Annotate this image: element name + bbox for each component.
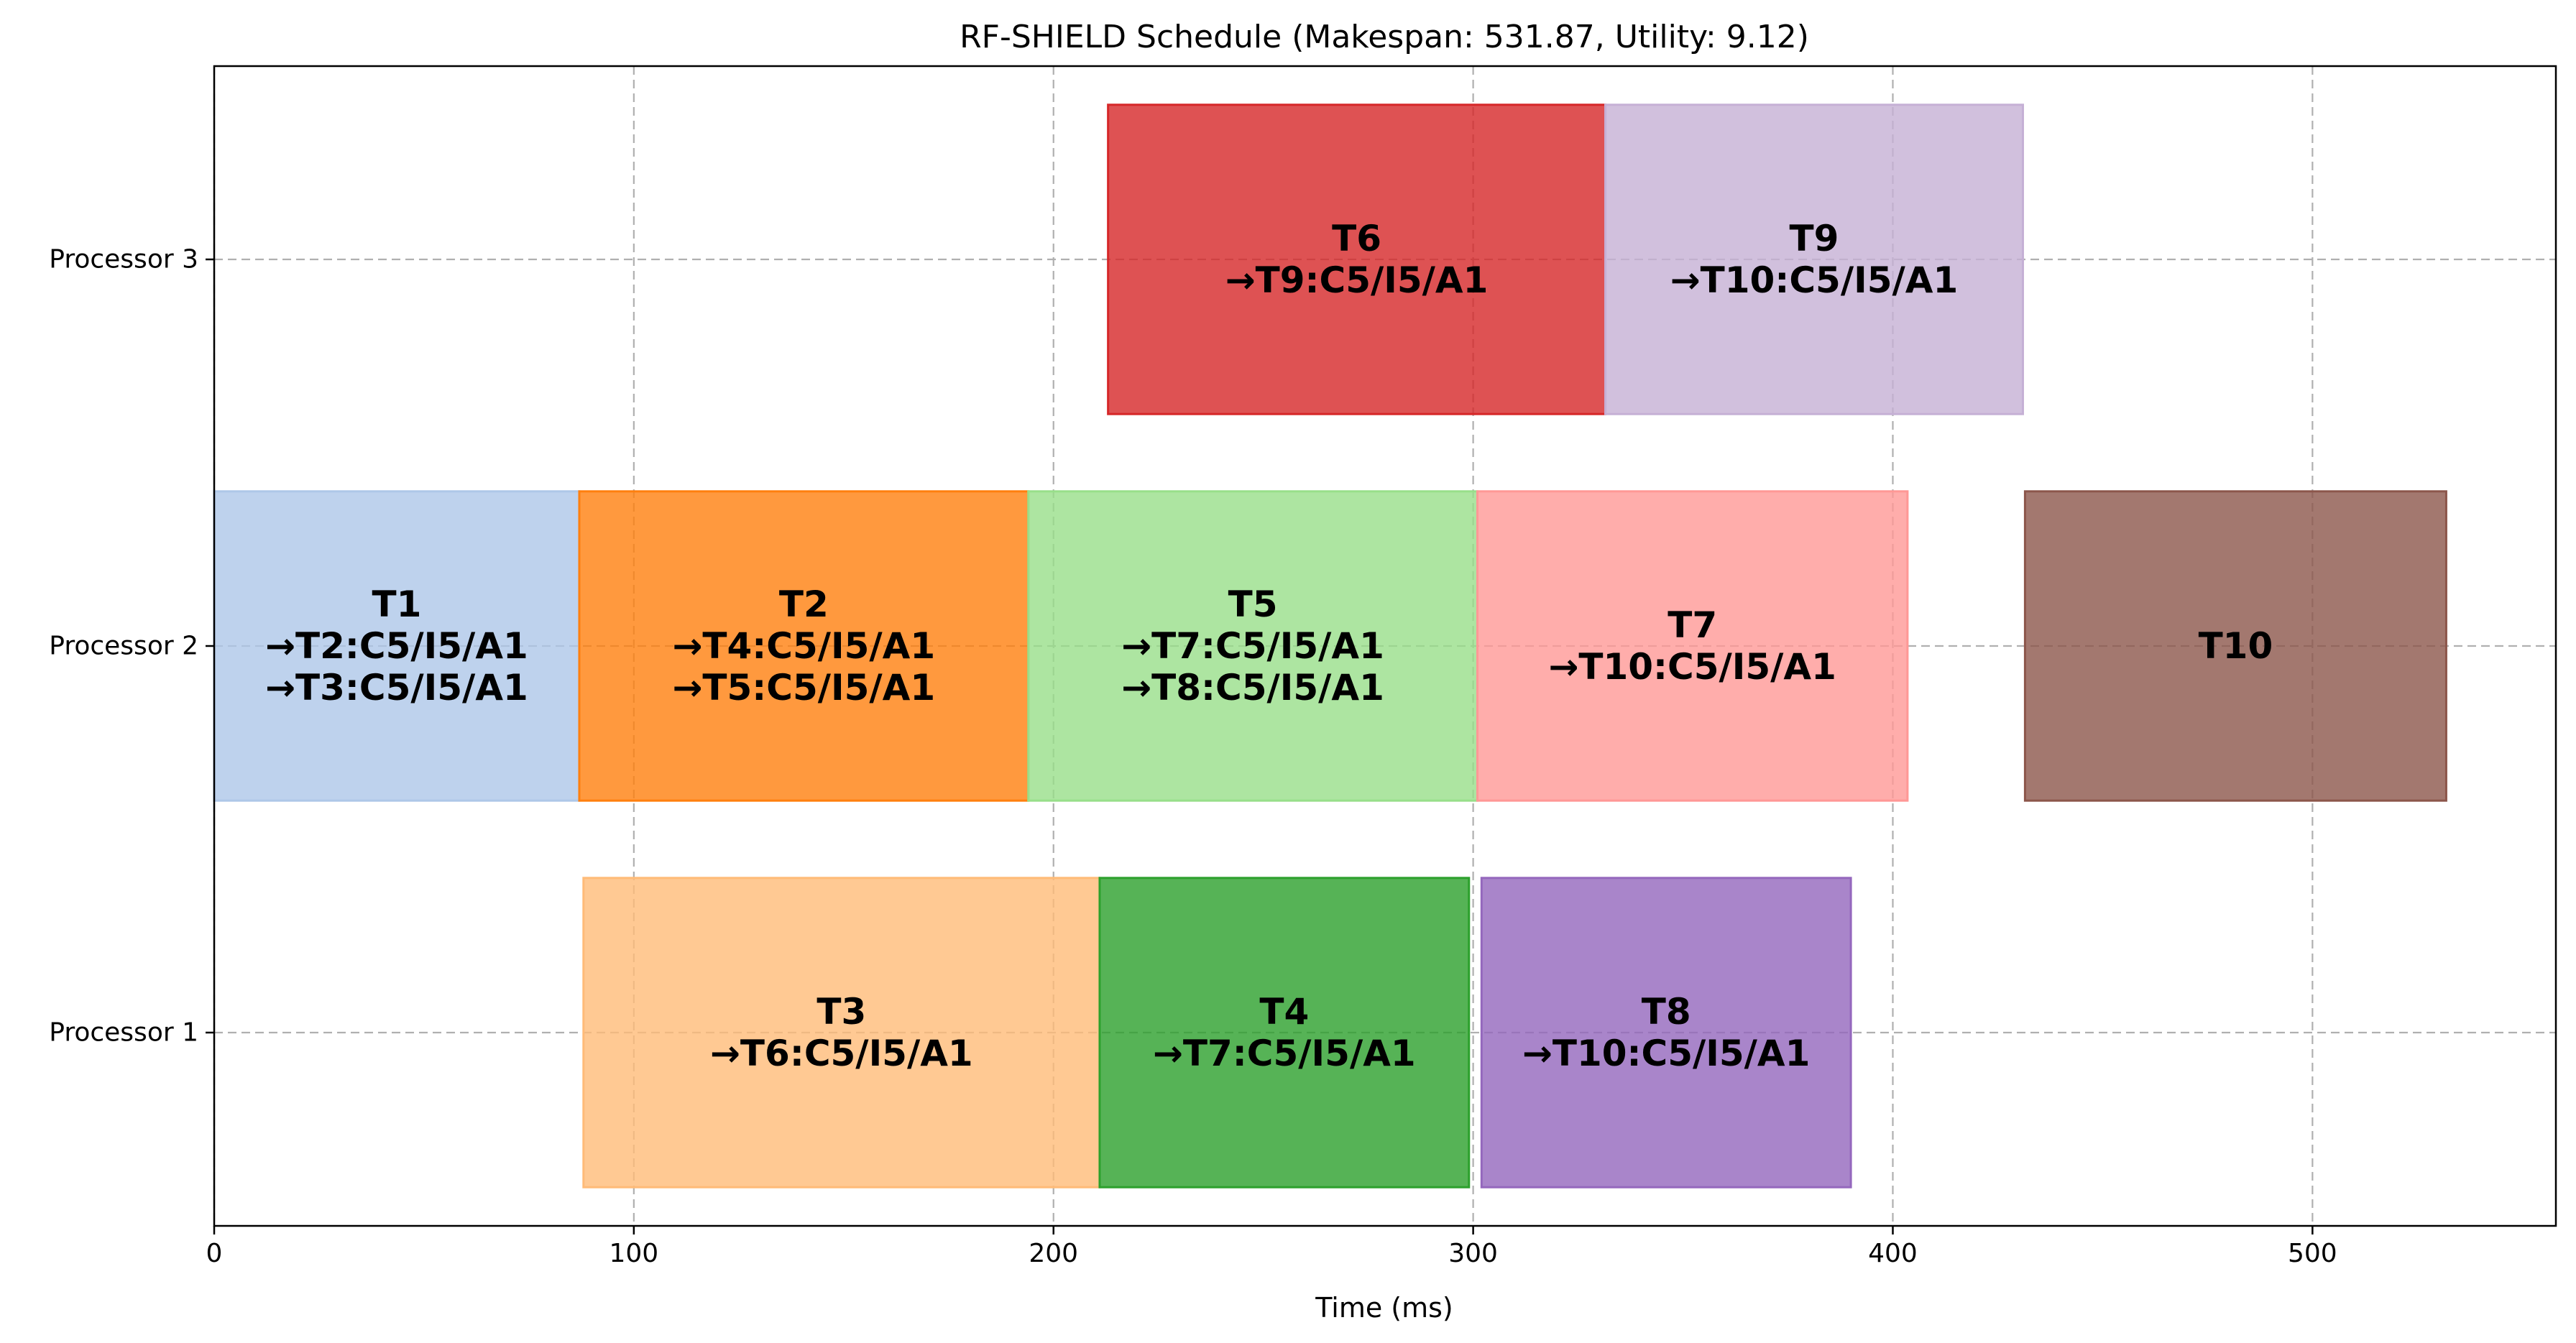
task-dependency-label: →T10:C5/I5/A1 <box>1522 1033 1810 1074</box>
task-name-label: T10 <box>2199 625 2273 667</box>
task-name-label: T8 <box>1642 991 1691 1033</box>
task-name-label: T3 <box>816 991 866 1033</box>
task-dependency-label: →T7:C5/I5/A1 <box>1153 1033 1416 1074</box>
task-dependency-label: →T5:C5/I5/A1 <box>672 667 935 709</box>
task-name-label: T5 <box>1228 583 1278 625</box>
task-bar <box>1098 877 1471 1189</box>
task-dependency-label: →T9:C5/I5/A1 <box>1225 259 1489 301</box>
y-tick-label: Processor 3 <box>49 245 198 274</box>
task-bar <box>1480 877 1852 1189</box>
bars-layer: T1→T2:C5/I5/A1→T3:C5/I5/A1 T2→T4:C5/I5/A1… <box>213 103 2447 1189</box>
task-name-label: T2 <box>779 583 829 625</box>
task-bar <box>1476 490 1909 802</box>
task-bar <box>1027 490 1478 802</box>
task-dependency-label: →T6:C5/I5/A1 <box>710 1033 973 1074</box>
task-name-label: T6 <box>1332 218 1381 259</box>
y-tick-label: Processor 1 <box>49 1018 198 1048</box>
x-tick-label: 200 <box>1029 1239 1078 1268</box>
x-tick-label: 500 <box>2288 1239 2337 1268</box>
x-tick-label: 0 <box>206 1239 223 1268</box>
task-dependency-label: →T2:C5/I5/A1 <box>265 625 528 667</box>
task-dependency-label: →T4:C5/I5/A1 <box>672 625 935 667</box>
x-tick-label: 300 <box>1448 1239 1498 1268</box>
x-axis-label: Time (ms) <box>1315 1292 1453 1324</box>
task-dependency-label: →T10:C5/I5/A1 <box>1670 259 1958 301</box>
task-name-label: T9 <box>1790 218 1839 259</box>
task-bar <box>582 877 1101 1189</box>
task-dependency-label: →T3:C5/I5/A1 <box>265 667 528 709</box>
task-bar <box>1604 103 2024 415</box>
task-bar <box>1107 103 1607 415</box>
x-tick-label: 100 <box>610 1239 659 1268</box>
task-bar <box>578 490 1030 802</box>
chart-title: RF-SHIELD Schedule (Makespan: 531.87, Ut… <box>960 19 1809 55</box>
y-tick-label: Processor 2 <box>49 632 198 661</box>
x-tick-label: 400 <box>1868 1239 1918 1268</box>
task-dependency-label: →T7:C5/I5/A1 <box>1121 625 1384 667</box>
task-name-label: T1 <box>372 583 422 625</box>
task-dependency-label: →T10:C5/I5/A1 <box>1548 646 1836 688</box>
task-dependency-label: →T8:C5/I5/A1 <box>1121 667 1384 709</box>
task-name-label: T7 <box>1668 604 1717 646</box>
axes-layer: 0 100 200 300 400 500 Processor 1 Processor 2 Pr… <box>49 65 2557 1268</box>
task-bar <box>2023 490 2447 802</box>
task-name-label: T4 <box>1259 991 1309 1033</box>
